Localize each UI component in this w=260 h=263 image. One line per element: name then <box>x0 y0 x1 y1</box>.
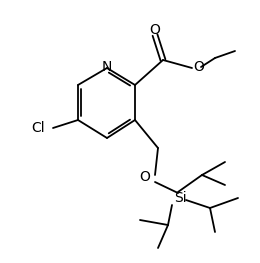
Text: O: O <box>150 23 160 37</box>
Text: O: O <box>193 60 204 74</box>
Text: O: O <box>139 170 150 184</box>
Text: Si: Si <box>174 191 186 205</box>
Text: N: N <box>102 60 112 74</box>
Text: Cl: Cl <box>31 121 45 135</box>
